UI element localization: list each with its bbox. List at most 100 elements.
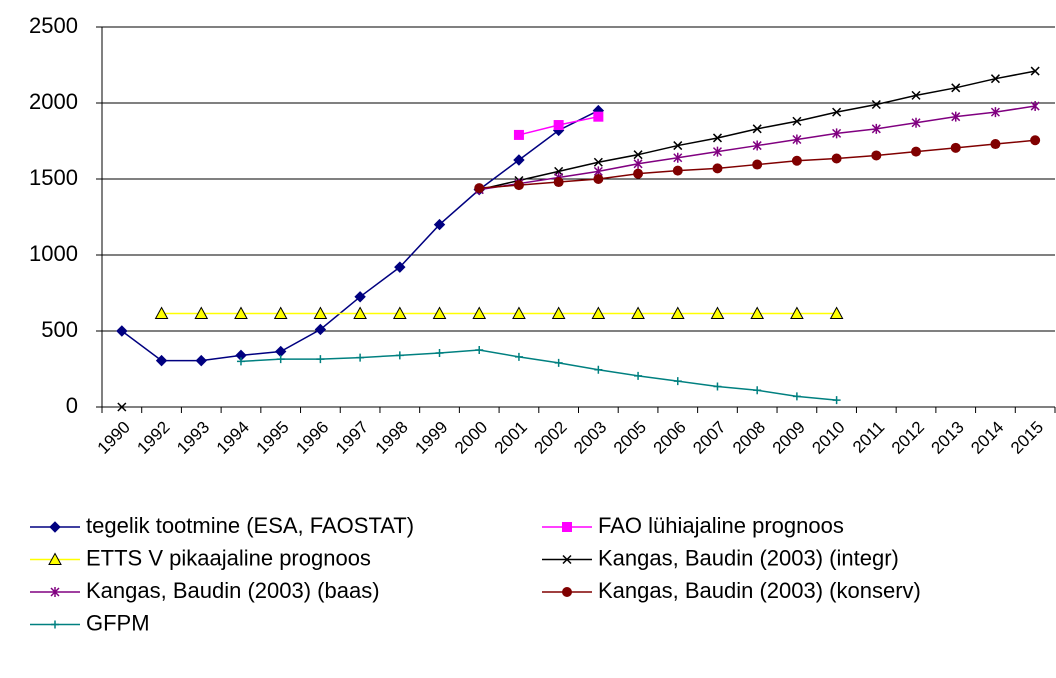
data-point (395, 351, 404, 360)
y-tick-label: 500 (41, 317, 78, 342)
data-point (911, 146, 922, 157)
data-point (871, 123, 881, 134)
data-point (353, 306, 367, 320)
x-tick-label: 2000 (451, 418, 491, 458)
legend-label: Kangas, Baudin (2003) (baas) (86, 578, 380, 603)
data-point (792, 392, 801, 401)
x-tick-label: 1998 (372, 418, 412, 458)
x-tick-label: 1990 (94, 418, 134, 458)
y-tick-label: 2500 (29, 13, 78, 38)
data-point (194, 306, 209, 320)
data-point (672, 165, 683, 176)
data-point (554, 358, 563, 367)
data-point (553, 120, 564, 131)
legend-label: FAO lühiajaline prognoos (598, 513, 844, 538)
x-tick-label: 2011 (849, 418, 888, 457)
data-point (313, 306, 328, 320)
data-point (673, 377, 682, 386)
x-tick-label: 1994 (213, 418, 253, 458)
data-point (513, 129, 524, 140)
x-tick-label: 2002 (530, 418, 570, 458)
x-tick-label: 1999 (411, 418, 451, 458)
legend-item: FAO lühiajaline prognoos (542, 513, 844, 538)
data-point (673, 152, 683, 163)
x-tick-label: 2007 (689, 418, 729, 458)
data-point (831, 153, 842, 164)
data-point (116, 325, 128, 337)
x-tick-label: 1993 (173, 418, 213, 458)
data-point (832, 396, 841, 405)
data-point (474, 183, 485, 194)
data-point (356, 353, 365, 362)
legend-item: ETTS V pikaajaline prognoos (30, 545, 371, 570)
data-point (633, 150, 643, 160)
data-point (673, 141, 683, 151)
data-point (710, 306, 725, 320)
data-point (394, 261, 406, 273)
data-point (1030, 135, 1041, 146)
legend-label: Kangas, Baudin (2003) (konserv) (598, 578, 921, 603)
data-point (832, 107, 842, 117)
data-point (234, 306, 248, 320)
data-point (990, 74, 1000, 84)
x-tick-label: 1995 (253, 418, 293, 458)
data-point (792, 134, 802, 145)
x-tick-label: 2003 (570, 418, 610, 458)
legend-item: Kangas, Baudin (2003) (baas) (30, 578, 380, 603)
legend-marker (51, 620, 59, 629)
data-point (712, 133, 723, 143)
data-point (593, 157, 603, 167)
data-point (712, 163, 723, 174)
y-tick-label: 1000 (29, 241, 78, 266)
data-point (631, 306, 645, 320)
x-tick-label: 1992 (133, 418, 173, 458)
legend-marker (48, 552, 62, 565)
data-point (155, 354, 168, 367)
legend-label: ETTS V pikaajaline prognoos (86, 545, 371, 570)
data-point (713, 382, 722, 391)
data-point (475, 346, 484, 354)
data-point (512, 306, 526, 320)
data-point (750, 306, 765, 320)
x-tick-label: 2001 (491, 418, 531, 458)
data-point (513, 180, 524, 191)
data-point (951, 111, 961, 122)
data-point (951, 83, 961, 93)
data-point (354, 291, 366, 303)
data-point (392, 306, 407, 320)
data-point (871, 99, 881, 110)
data-point (314, 323, 327, 336)
y-tick-label: 0 (66, 393, 78, 418)
series-line (240, 349, 837, 401)
data-point (274, 345, 287, 358)
data-point (670, 306, 685, 320)
data-point (911, 90, 921, 100)
legend-marker (562, 587, 572, 597)
data-point (950, 142, 961, 153)
data-point (593, 174, 604, 184)
data-point (752, 159, 763, 170)
data-point (990, 107, 1000, 118)
data-point (752, 140, 762, 151)
data-point (117, 402, 127, 412)
data-point (1030, 101, 1040, 112)
data-point (154, 306, 169, 320)
x-tick-label: 2006 (650, 418, 690, 458)
data-point (551, 306, 566, 320)
data-point (712, 146, 723, 157)
x-tick-label: 2014 (967, 418, 1007, 458)
data-point (871, 150, 882, 161)
data-point (753, 386, 762, 395)
data-point (752, 124, 762, 134)
x-tick-label: 2009 (769, 418, 809, 458)
series-line (121, 109, 599, 362)
data-point (1030, 66, 1040, 76)
legend-label: Kangas, Baudin (2003) (integr) (598, 545, 899, 570)
data-point (514, 352, 523, 361)
legend-marker (50, 587, 60, 597)
legend-label: tegelik tootmine (ESA, FAOSTAT) (86, 513, 414, 538)
data-point (634, 371, 643, 380)
legend-label: GFPM (86, 610, 150, 635)
data-point (791, 155, 802, 166)
